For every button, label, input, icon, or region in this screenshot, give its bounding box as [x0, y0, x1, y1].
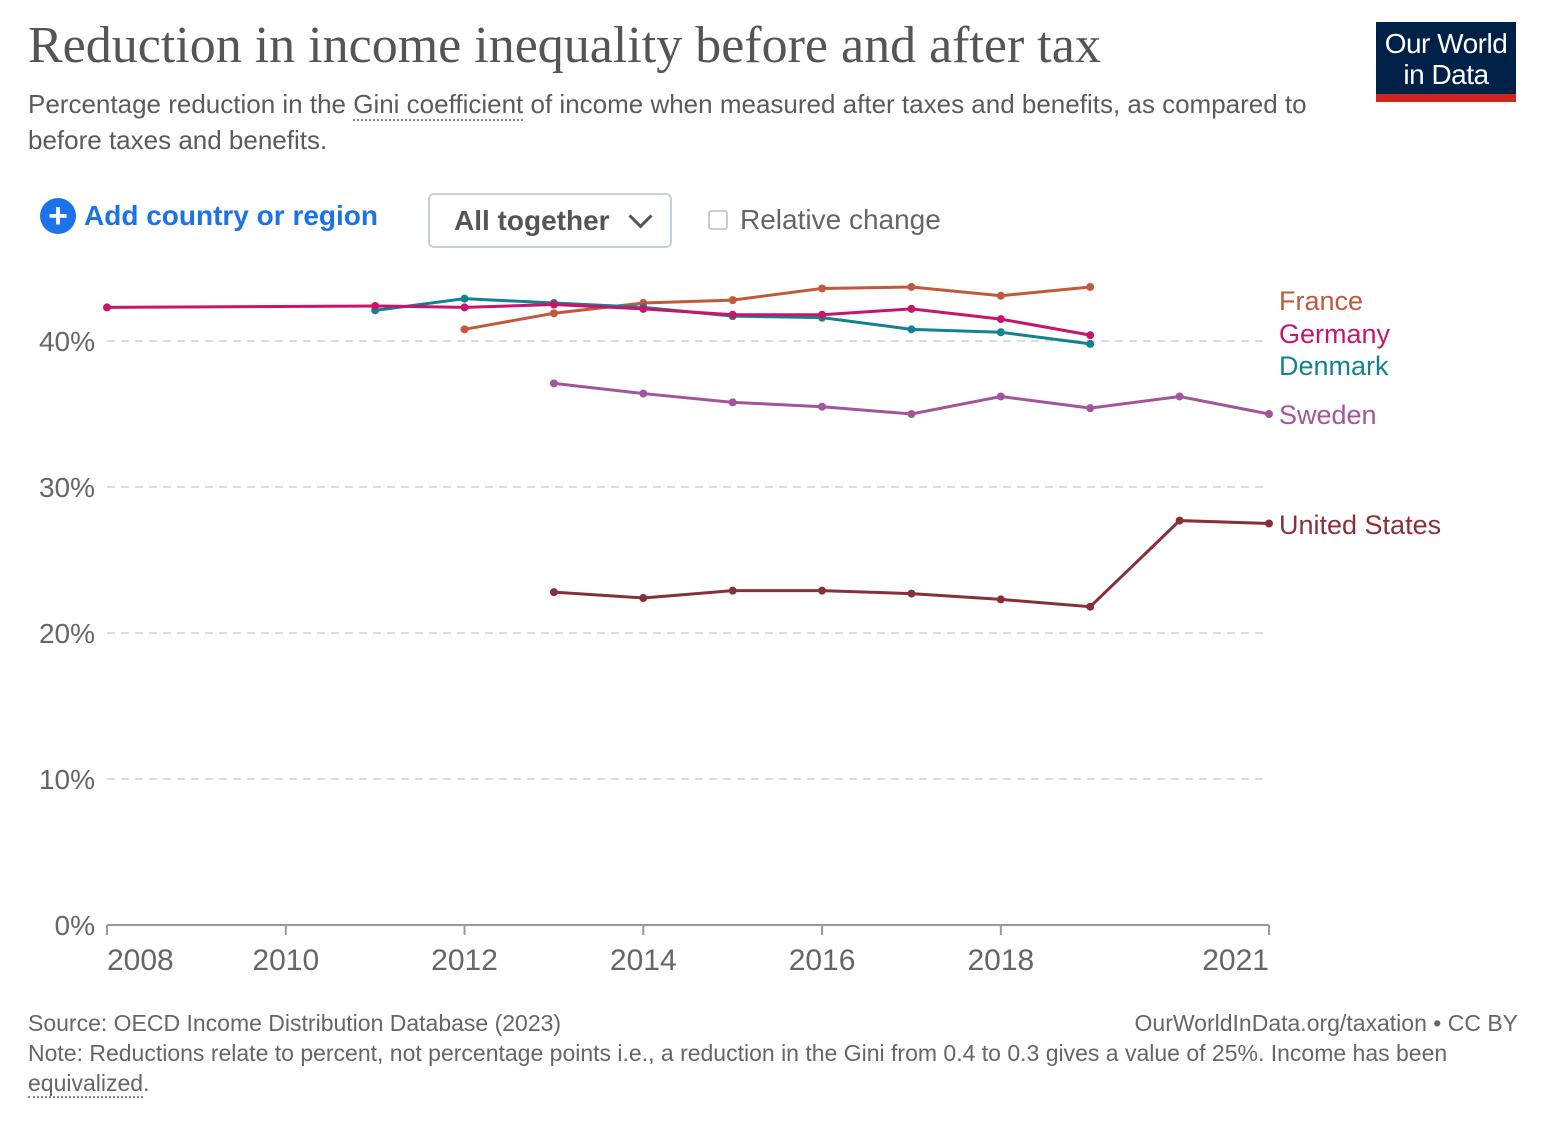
data-point: [549, 379, 558, 388]
data-point: [907, 410, 916, 418]
data-point: [818, 402, 827, 411]
data-point: [1086, 404, 1095, 413]
data-point: [1086, 282, 1095, 291]
series-line-sweden: [553, 381, 1270, 416]
series-label: France: [1279, 286, 1363, 316]
y-tick-label: 20%: [39, 618, 95, 649]
owid-logo[interactable]: Our World in Data: [1376, 22, 1516, 102]
note: Note: Reductions relate to percent, not …: [28, 1038, 1518, 1098]
y-tick-label: 0%: [55, 910, 95, 941]
y-tick-label: 40%: [39, 326, 95, 357]
subtitle-text: of income when measured after taxes and …: [28, 89, 1307, 155]
relative-change-toggle[interactable]: Relative change: [708, 204, 941, 236]
data-point: [907, 304, 916, 313]
data-point: [907, 325, 916, 334]
data-point: [1086, 331, 1095, 340]
x-tick-label: 2018: [967, 944, 1034, 977]
plus-circle-icon: +: [40, 198, 76, 234]
x-tick-label: 2016: [789, 944, 856, 977]
data-point: [639, 304, 648, 313]
credit-link[interactable]: OurWorldInData.org/taxation • CC BY: [1134, 1010, 1518, 1036]
subtitle-text: Percentage reduction in the: [28, 89, 354, 119]
equivalized-link[interactable]: equivalized: [28, 1070, 144, 1098]
y-tick-label: 10%: [39, 764, 95, 795]
data-point: [639, 593, 648, 602]
data-point: [639, 389, 648, 398]
data-point: [728, 586, 737, 595]
data-point: [460, 303, 469, 312]
data-point: [549, 300, 558, 309]
data-point: [460, 294, 469, 303]
data-point: [1086, 602, 1095, 611]
data-point: [549, 309, 558, 318]
add-country-label: Add country or region: [84, 200, 378, 231]
data-point: [818, 310, 827, 319]
x-tick-label: 2012: [431, 944, 498, 977]
line-chart: 0% 10% 20% 30% 40% 2008 2010 2012 2014 2016 2018 20…: [39, 282, 1441, 977]
add-country-button[interactable]: + Add country or region: [40, 198, 378, 234]
series-line-germany: [106, 302, 1091, 337]
data-point: [1086, 339, 1095, 348]
data-point: [728, 296, 737, 305]
x-tick-label: 2010: [252, 944, 319, 977]
data-point: [818, 284, 827, 293]
data-point: [818, 586, 827, 595]
facet-dropdown[interactable]: All together: [428, 193, 672, 248]
data-point: [996, 315, 1005, 324]
series-label: Denmark: [1279, 351, 1389, 381]
data-point: [1175, 516, 1184, 525]
checkbox[interactable]: [708, 210, 728, 230]
chart-title: Reduction in income inequality before an…: [28, 17, 1101, 74]
data-point: [907, 282, 916, 291]
data-point: [996, 392, 1005, 401]
data-point: [728, 398, 737, 407]
x-tick-label: 2021: [1202, 944, 1269, 977]
data-point: [549, 588, 558, 597]
series-label: United States: [1279, 510, 1441, 540]
note-text: Note: Reductions relate to percent, not …: [28, 1040, 1448, 1066]
x-tick-label: 2008: [107, 944, 174, 977]
note-text: .: [143, 1070, 150, 1096]
y-tick-label: 30%: [39, 472, 95, 503]
footer: Source: OECD Income Distribution Databas…: [28, 1008, 1518, 1098]
data-point: [907, 589, 916, 598]
series-line-france: [464, 285, 1091, 331]
logo-line: in Data: [1403, 59, 1489, 90]
gini-link[interactable]: Gini coefficient: [353, 89, 524, 121]
data-point: [103, 303, 111, 312]
x-tick-label: 2014: [610, 944, 677, 977]
data-point: [996, 291, 1005, 300]
dropdown-value: All together: [454, 204, 610, 236]
data-point: [1175, 392, 1184, 401]
series-label: Sweden: [1279, 400, 1377, 430]
data-point: [996, 595, 1005, 604]
data-point: [1265, 410, 1273, 418]
data-point: [728, 310, 737, 319]
source: Source: OECD Income Distribution Databas…: [28, 1010, 562, 1036]
data-point: [1265, 519, 1273, 528]
relative-change-label: Relative change: [740, 204, 941, 235]
data-point: [371, 301, 380, 310]
logo-line: Our World: [1384, 28, 1508, 59]
chart-subtitle: Percentage reduction in the Gini coeffic…: [28, 86, 1328, 158]
data-point: [996, 328, 1005, 337]
data-point: [460, 325, 469, 334]
series-label: Germany: [1279, 319, 1391, 349]
